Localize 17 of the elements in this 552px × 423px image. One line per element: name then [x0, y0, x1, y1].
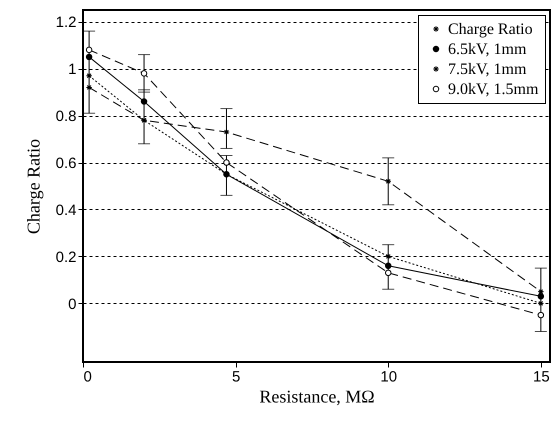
y-tick-label: 0.6: [56, 155, 76, 172]
x-tick-label: 15: [533, 368, 550, 386]
x-axis-title: Resistance, MΩ: [259, 386, 375, 406]
y-tick-label: 0.8: [56, 108, 76, 126]
legend-label: 7.5kV, 1mm: [448, 61, 527, 78]
x-tick-label: 0: [84, 368, 92, 386]
legend-label: 9.0kV, 1.5mm: [448, 81, 539, 98]
y-tick-label: 1: [68, 61, 76, 78]
x-tick-label: 5: [232, 368, 240, 386]
y-tick-label: 0: [68, 296, 76, 313]
y-tick-label: 1.2: [56, 14, 76, 32]
y-axis-title: Charge Ratio: [24, 138, 44, 234]
y-tick-label: 0.4: [56, 202, 76, 219]
legend-label: Charge Ratio: [448, 21, 533, 38]
y-tick-label: 0.2: [56, 248, 76, 266]
x-tick-label: 10: [380, 368, 398, 386]
legend-label: 6.5kV, 1mm: [448, 41, 527, 58]
